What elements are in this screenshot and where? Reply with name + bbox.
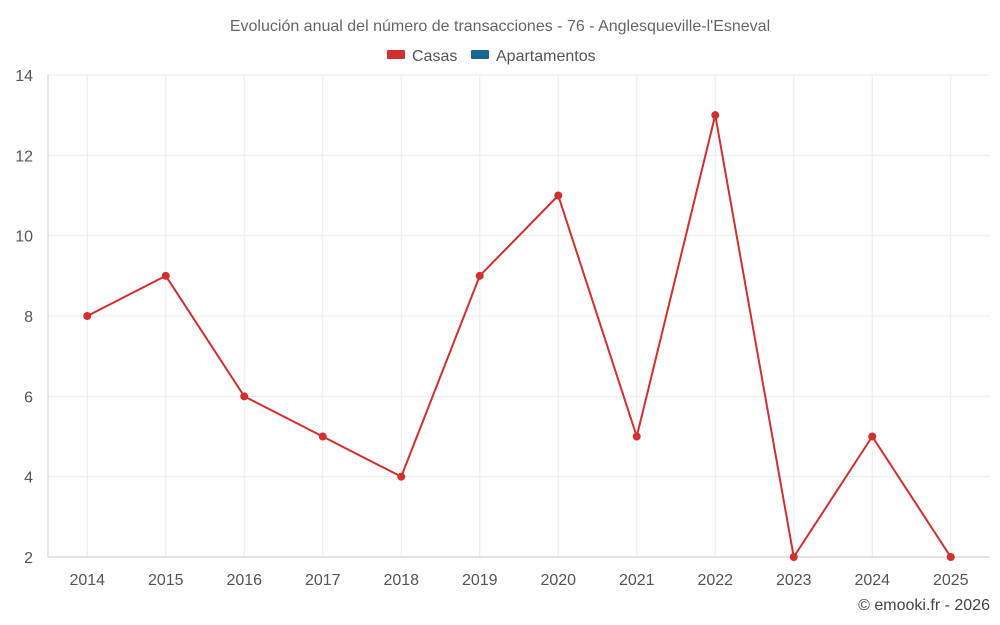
y-tick-label: 12 [15,148,33,165]
x-tick-label: 2020 [540,572,576,589]
data-point-casas-2025[interactable] [946,553,955,561]
y-tick-label: 4 [24,470,33,487]
data-point-casas-2021[interactable] [632,432,641,441]
y-tick-label: 10 [15,229,33,246]
data-point-casas-2018[interactable] [397,472,406,481]
grid-layer [48,74,990,557]
series-layer [83,111,955,561]
x-tick-label: 2021 [619,572,655,589]
legend: Casas Apartamentos [387,48,596,65]
data-point-casas-2023[interactable] [789,553,798,561]
y-tick-label: 8 [24,309,33,326]
x-tick-label: 2014 [69,572,105,589]
legend-swatch-apartamentos [471,50,489,59]
legend-label-apartamentos: Apartamentos [496,48,596,65]
data-point-casas-2020[interactable] [554,191,563,200]
x-tick-label: 2016 [226,572,262,589]
data-point-casas-2022[interactable] [711,111,720,120]
legend-item-casas[interactable]: Casas [387,48,457,65]
y-tick-label: 6 [24,389,33,406]
chart-title: Evolución anual del número de transaccio… [230,18,770,35]
x-tick-label: 2017 [305,572,341,589]
x-tick-label: 2023 [776,572,812,589]
x-tick-label: 2018 [383,572,419,589]
data-point-casas-2024[interactable] [868,432,877,441]
legend-swatch-casas [387,50,405,59]
x-tick-label: 2022 [697,572,733,589]
legend-label-casas: Casas [412,48,457,65]
legend-item-apartamentos[interactable]: Apartamentos [471,48,596,65]
x-tick-label: 2024 [854,572,890,589]
data-point-casas-2014[interactable] [83,312,92,320]
x-tick-label: 2025 [933,572,969,589]
data-point-casas-2016[interactable] [240,392,249,401]
credit-text: © emooki.fr - 2026 [858,597,990,614]
series-line-casas [86,114,952,558]
x-tick-label: 2019 [462,572,498,589]
data-point-casas-2015[interactable] [161,271,170,280]
y-tick-label: 14 [15,68,33,85]
axis-layer: 2 4 6 8 10 12 14 2014 2015 2016 2017 2018 2019 2020 20… [15,68,990,589]
data-point-casas-2017[interactable] [318,432,327,441]
x-tick-label: 2015 [148,572,184,589]
y-tick-label: 2 [24,550,33,567]
data-point-casas-2019[interactable] [475,271,484,280]
